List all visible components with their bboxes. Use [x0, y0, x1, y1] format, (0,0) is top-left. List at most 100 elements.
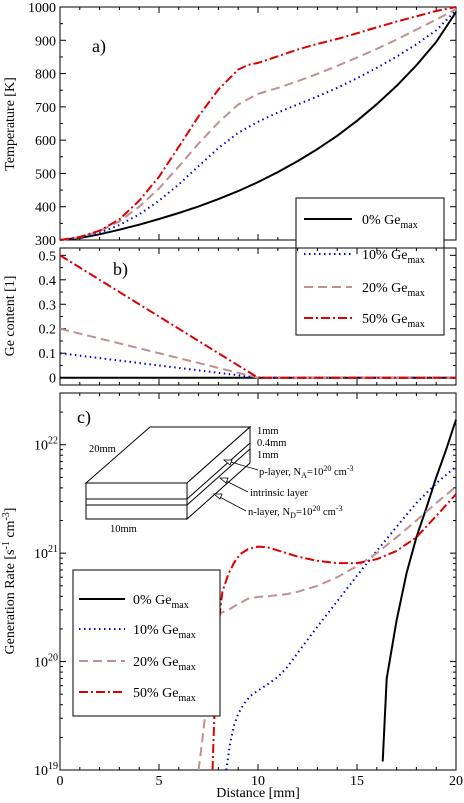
- panel-c-legend-label-3-sub: max: [179, 693, 196, 704]
- panel-b-label: b): [113, 259, 128, 280]
- panel-b-y-tick-label-0: 0: [49, 372, 56, 387]
- panel-b-y-axis-label: Ge content [1]: [3, 276, 18, 357]
- panel-c-y-tick-label-0: 1019: [34, 761, 58, 779]
- panel-c-ylabel-e: ]: [3, 508, 18, 513]
- panel-a-legend-box: [295, 197, 445, 336]
- panel-b-series-line-3: [59, 254, 456, 379]
- panel-c-y-tick-label-exp-3: 22: [48, 436, 58, 447]
- panel-c-legend-label-0-sub: max: [172, 600, 189, 611]
- panel-b-y-tick-label-3: 0.3: [39, 298, 57, 313]
- panel-c-legend-entry-0: 0% Gemax: [79, 593, 189, 611]
- panel-c-y-tick-label-exp-2: 21: [48, 544, 58, 555]
- panel-a-legend-label-0-sub: max: [401, 220, 418, 231]
- inset-front-face: [85, 482, 188, 520]
- inset-depth-label: 10mm: [110, 524, 137, 535]
- panel-a-y-tick-label-6: 900: [35, 34, 56, 49]
- panel-b-ge-content-chart: 0 0.1 0.2 0.3 0.4 0.5 b) Ge content [1]: [3, 247, 457, 387]
- panel-c-x-tick-label-0: 0: [57, 774, 64, 789]
- panel-c-y-tick-label-base-1: 10: [34, 656, 48, 671]
- panel-a-y-tick-label-4: 700: [35, 101, 56, 116]
- inset-n-layer-f: -3: [336, 504, 343, 513]
- panel-c-legend-label-1: 10% Gemax: [133, 623, 196, 641]
- panel-c-legend-label-1-base: 10% Ge: [133, 623, 179, 638]
- panel-a-series: [59, 6, 457, 241]
- panel-c-ylabel-a: Generation Rate [s: [3, 550, 18, 655]
- panel-a-legend-entry-3: 50% Gemax: [304, 312, 425, 330]
- panel-a-y-tick-label-3: 600: [35, 134, 56, 149]
- panel-c-y-tick-label-1: 1020: [34, 653, 58, 671]
- inset-layer-line-4: [186, 448, 251, 506]
- panel-a-legend-label-0-base: 0% Ge: [362, 213, 401, 228]
- inset-intrinsic-label: intrinsic layer: [250, 488, 309, 499]
- panel-b-series: [59, 254, 456, 379]
- panel-c-y-tick-label-exp-1: 20: [48, 653, 58, 664]
- inset-side-face: [186, 425, 251, 521]
- panel-b-y-tick-label-4: 0.4: [39, 274, 57, 289]
- panel-a-series-line-3: [59, 6, 457, 241]
- panel-c-y-tick-label-exp-0: 19: [48, 761, 58, 772]
- panel-c-legend: 0% Gemax 10% Gemax 20% Gemax 50% Gemax: [72, 569, 221, 717]
- panel-c-legend-label-0: 0% Gemax: [133, 593, 189, 611]
- panel-c-legend-entry-2: 20% Gemax: [79, 655, 196, 673]
- panel-a-legend-label-1-base: 10% Ge: [362, 248, 408, 263]
- panel-a-legend-label-2-sub: max: [408, 288, 425, 299]
- inset-n-layer-c: =10: [296, 507, 312, 518]
- inset-thickness-label-1: 0.4mm: [257, 438, 286, 449]
- panel-c-legend-label-3-base: 50% Ge: [133, 686, 179, 701]
- inset-width-label: 20mm: [89, 444, 116, 455]
- panel-a-legend-label-1: 10% Gemax: [362, 248, 425, 266]
- inset-pointer-p-head: [222, 459, 233, 466]
- panel-c-legend-entry-1: 10% Gemax: [79, 623, 196, 641]
- panel-a-series-line-2: [59, 8, 457, 241]
- panel-c-ylabel-b: -1: [1, 541, 12, 549]
- inset-n-layer-a: n-layer, N: [248, 507, 291, 518]
- panel-b-y-tick-label-1: 0.1: [39, 347, 57, 362]
- panel-b-y-tick-label-5: 0.5: [39, 249, 57, 264]
- panel-c-x-tick-label-4: 20: [449, 774, 463, 789]
- panel-a-temperature-chart: 300 400 500 600 700 800 900 1000 a) Temperature…: [3, 1, 457, 336]
- panel-c-y-axis-label: Generation Rate [s-1 cm-3]: [1, 508, 18, 655]
- panel-a-ticks: 300 400 500 600 700 800 900 1000: [28, 1, 457, 249]
- panel-b-series-line-2: [59, 327, 456, 379]
- panel-c-legend-label-2-sub: max: [179, 662, 196, 673]
- inset-n-layer-label: n-layer, ND=1020 cm-3: [248, 504, 342, 520]
- inset-n-layer-b: D: [290, 511, 296, 520]
- panel-a-y-tick-label-2: 500: [35, 167, 56, 182]
- panel-c-series-line-3: [211, 493, 457, 771]
- panel-a-legend-entry-0: 0% Gemax: [304, 213, 418, 231]
- inset-n-layer-d: 20: [312, 504, 320, 513]
- panel-a-y-axis-label: Temperature [K]: [3, 77, 18, 170]
- panel-c-legend-entry-3: 50% Gemax: [79, 686, 196, 704]
- panel-a-y-tick-label-7: 1000: [28, 1, 56, 16]
- panel-a-legend-entry-1: 10% Gemax: [304, 248, 425, 266]
- panel-c-legend-label-0-base: 0% Ge: [133, 593, 172, 608]
- inset-layer-line-3: [186, 442, 251, 500]
- panel-a-series-line-1: [59, 9, 457, 241]
- panel-c-y-tick-label-3: 1022: [34, 436, 58, 454]
- panel-c-x-tick-label-3: 15: [350, 774, 364, 789]
- panel-b-y-tick-label-2: 0.2: [39, 323, 57, 338]
- panel-c-legend-label-1-sub: max: [179, 630, 196, 641]
- panel-a-y-tick-label-1: 400: [35, 201, 56, 216]
- inset-thickness-label-0: 1mm: [257, 426, 279, 437]
- panel-c-x-axis-label: Distance [mm]: [216, 786, 300, 801]
- panel-c-y-tick-label-base-0: 10: [34, 764, 48, 779]
- panel-a-legend-label-3: 50% Gemax: [362, 312, 425, 330]
- panel-c-x-tick-label-1: 5: [156, 774, 163, 789]
- panel-c-label: c): [77, 407, 91, 428]
- inset-n-layer-e: cm: [320, 507, 335, 518]
- inset-p-layer-e: cm: [331, 467, 346, 478]
- inset-thickness-label-2: 1mm: [257, 450, 279, 461]
- panel-a-legend-label-2: 20% Gemax: [362, 281, 425, 299]
- panel-c-legend-label-3: 50% Gemax: [133, 686, 196, 704]
- inset-p-layer-a: p-layer, N: [259, 467, 302, 478]
- panel-c-x-tick-label-2: 10: [251, 774, 265, 789]
- panel-a-legend: 0% Gemax 10% Gemax 20% Gemax 50% Gemax: [295, 197, 445, 336]
- inset-pointer-i-head: [218, 477, 229, 484]
- panel-c-series-line-0: [381, 419, 457, 762]
- panel-c-inset-layer-diagram: 20mm 10mm 1mm 0.4mm 1mm p-layer, NA=1020…: [84, 425, 353, 535]
- inset-pointer-n-head: [212, 493, 223, 500]
- panel-c-legend-label-2: 20% Gemax: [133, 655, 196, 673]
